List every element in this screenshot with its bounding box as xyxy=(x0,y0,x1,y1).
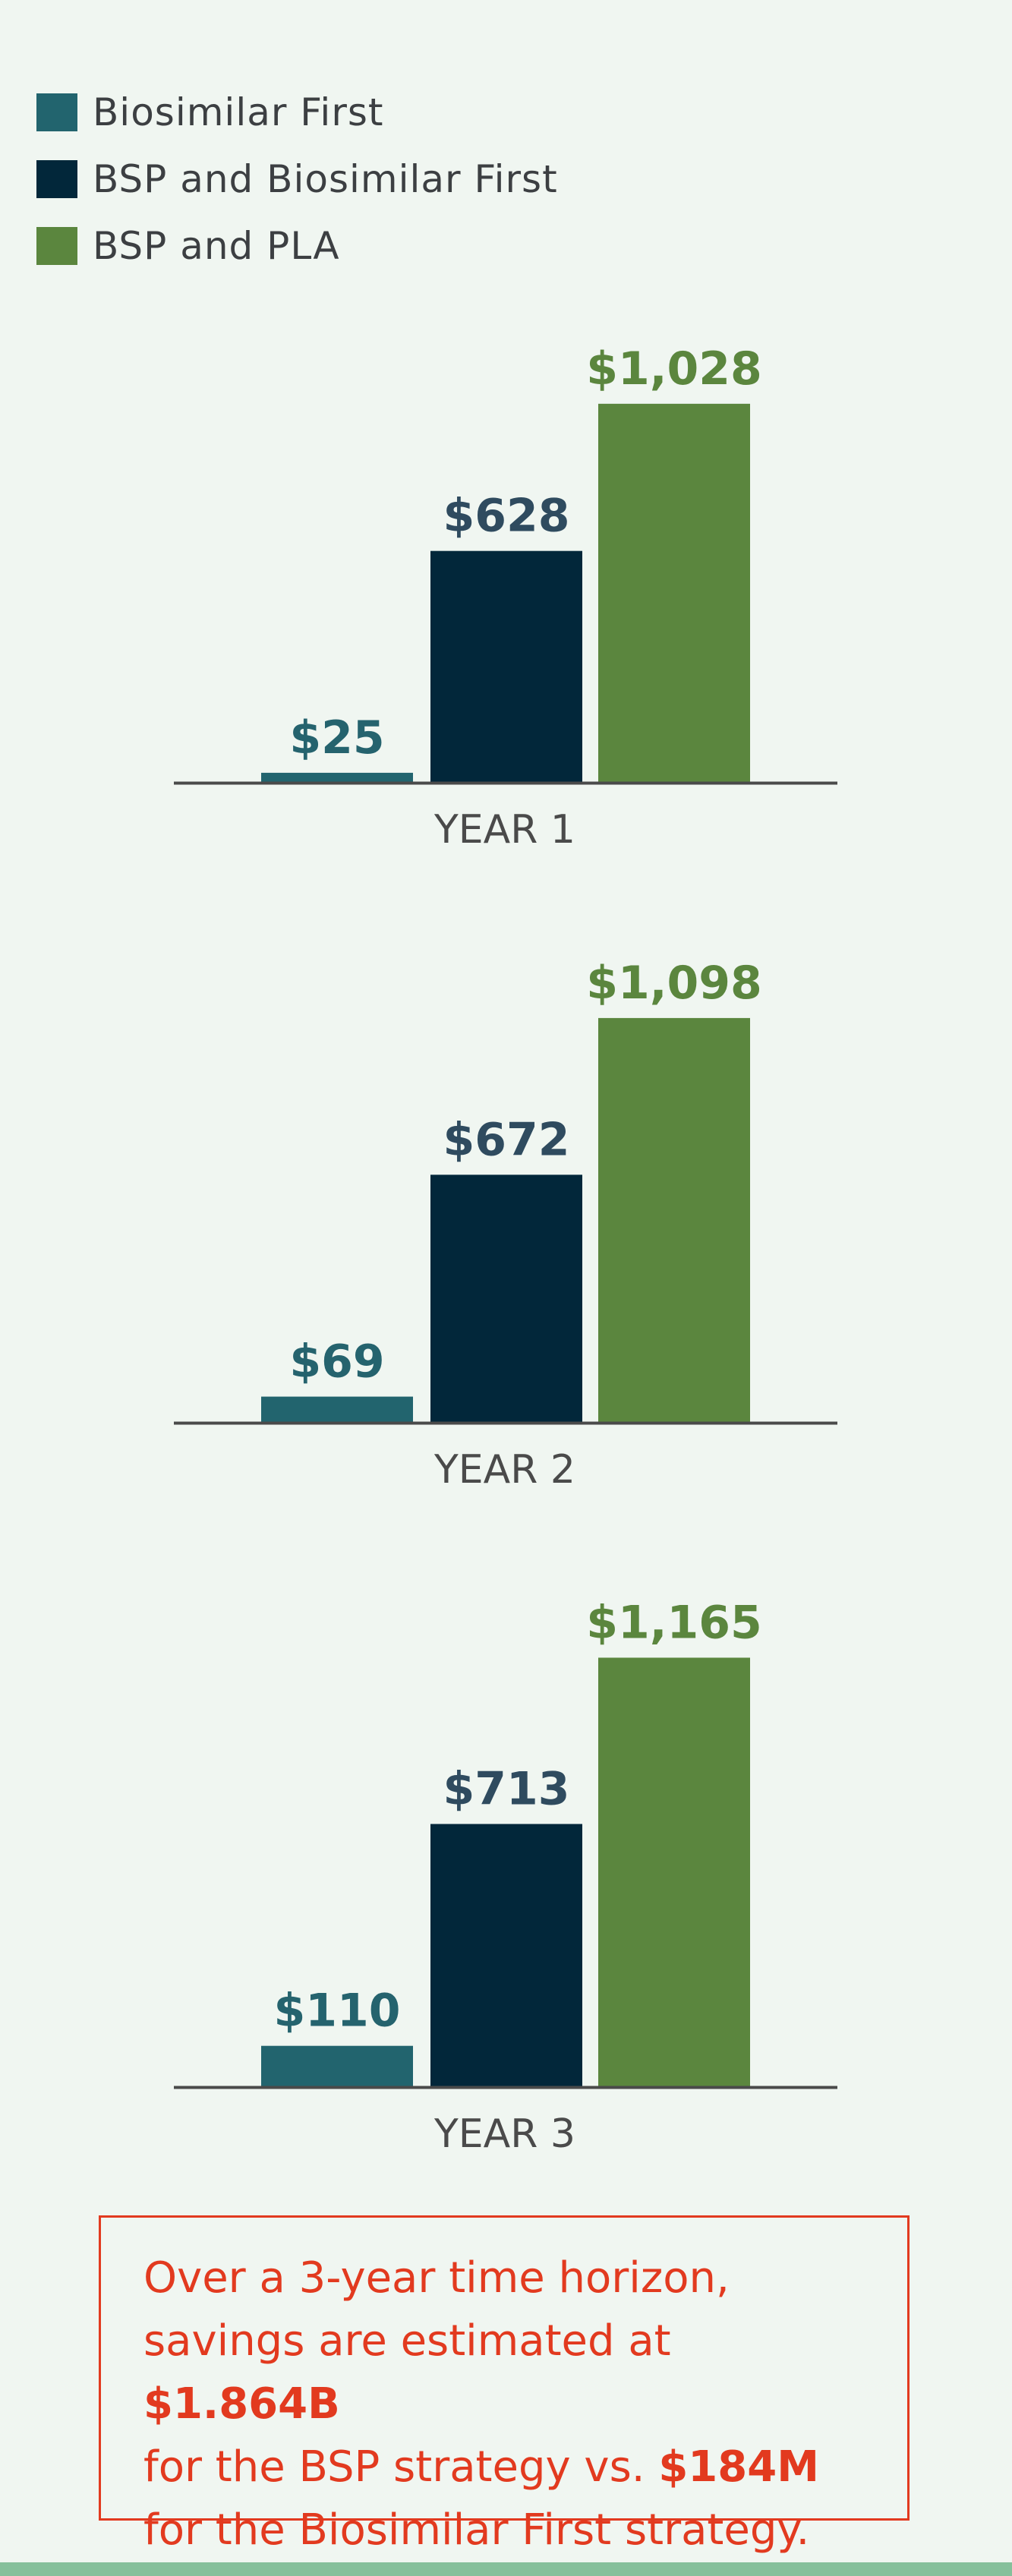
bar xyxy=(261,2045,413,2086)
legend-swatch xyxy=(36,93,77,131)
bottom-accent-bar xyxy=(0,2562,1012,2576)
data-label: $1,028 xyxy=(586,342,762,396)
bar xyxy=(598,403,750,782)
total-bsp-savings: $1.864B xyxy=(143,2379,340,2429)
summary-line-2: savings are estimated at $1.864B xyxy=(143,2310,877,2436)
data-label: $713 xyxy=(443,1762,570,1815)
summary-callout: Over a 3-year time horizon, savings are … xyxy=(99,2215,910,2555)
legend-swatch xyxy=(36,227,77,265)
bar xyxy=(598,1017,750,1422)
bar-charts: $25 $628 $1,028 YEAR 1 $69 $672 $1,098 YEAR 2 $1… xyxy=(174,342,837,2157)
legend-label: BSP and Biosimilar First xyxy=(93,157,558,201)
summary-line-3: for the BSP strategy vs. $184M xyxy=(143,2436,877,2499)
summary-line-1: Over a 3-year time horizon, xyxy=(143,2253,730,2303)
total-biosimilar-first-savings: $184M xyxy=(658,2442,819,2492)
chart-legend: Biosimilar First BSP and Biosimilar First… xyxy=(36,79,558,279)
legend-label: BSP and PLA xyxy=(93,224,340,268)
legend-item: BSP and Biosimilar First xyxy=(36,146,558,213)
data-label: $1,098 xyxy=(586,957,762,1010)
summary-line-4: for the Biosimilar First strategy. xyxy=(143,2505,810,2555)
bar xyxy=(598,1657,750,2086)
category-label: YEAR 1 xyxy=(433,807,575,853)
data-label: $110 xyxy=(274,1985,401,2038)
data-label: $1,165 xyxy=(586,1596,762,1649)
category-label: YEAR 3 xyxy=(433,2111,575,2157)
legend-swatch xyxy=(36,160,77,198)
data-label: $25 xyxy=(289,711,384,765)
bar xyxy=(430,550,582,782)
legend-item: BSP and PLA xyxy=(36,213,558,279)
bar xyxy=(261,772,413,782)
data-label: $672 xyxy=(443,1113,570,1166)
legend-label: Biosimilar First xyxy=(93,90,384,134)
bar xyxy=(261,1396,413,1422)
data-label: $628 xyxy=(443,490,570,543)
summary-text: for the BSP strategy vs. xyxy=(143,2442,659,2492)
data-label: $69 xyxy=(289,1335,384,1389)
bar xyxy=(430,1174,582,1422)
summary-text: savings are estimated at xyxy=(143,2316,671,2366)
legend-item: Biosimilar First xyxy=(36,79,558,146)
category-label: YEAR 2 xyxy=(433,1447,575,1493)
bar xyxy=(430,1824,582,2086)
